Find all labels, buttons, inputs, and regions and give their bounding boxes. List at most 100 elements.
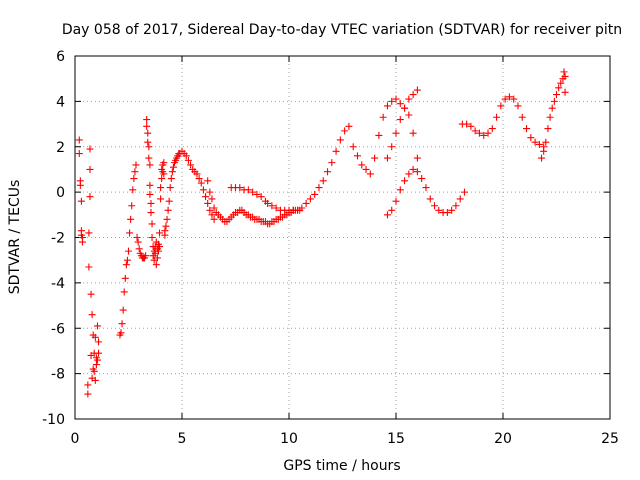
data-point bbox=[91, 376, 99, 384]
x-tick-label: 20 bbox=[494, 431, 512, 447]
data-point bbox=[119, 306, 127, 314]
data-point bbox=[147, 199, 155, 207]
data-point bbox=[484, 129, 492, 137]
data-point bbox=[409, 129, 417, 137]
data-point bbox=[557, 79, 565, 87]
data-point bbox=[129, 186, 137, 194]
data-point bbox=[480, 131, 488, 139]
data-point bbox=[379, 113, 387, 121]
data-point bbox=[375, 131, 383, 139]
data-point bbox=[165, 197, 173, 205]
data-point bbox=[75, 136, 83, 144]
data-point bbox=[236, 184, 244, 192]
data-point bbox=[204, 177, 212, 185]
data-point bbox=[401, 177, 409, 185]
data-point bbox=[467, 122, 475, 130]
data-point bbox=[95, 349, 103, 357]
data-point bbox=[550, 97, 558, 105]
data-point bbox=[163, 215, 171, 223]
data-point bbox=[546, 113, 554, 121]
data-point bbox=[210, 204, 218, 212]
x-tick-labels: 0 5 10 15 20 25 bbox=[71, 431, 619, 447]
data-point bbox=[388, 97, 396, 105]
x-tick-label: 5 bbox=[178, 431, 187, 447]
data-point bbox=[86, 165, 94, 173]
y-tick-label: -4 bbox=[51, 276, 65, 292]
data-point bbox=[422, 184, 430, 192]
data-point bbox=[560, 68, 568, 76]
data-point bbox=[514, 102, 522, 110]
data-point bbox=[538, 154, 546, 162]
data-point bbox=[93, 322, 101, 330]
data-point bbox=[272, 204, 280, 212]
data-point bbox=[561, 88, 569, 96]
data-point bbox=[383, 211, 391, 219]
data-point bbox=[341, 127, 349, 135]
data-point bbox=[118, 320, 126, 328]
y-tick-label: 4 bbox=[56, 94, 65, 110]
data-point bbox=[392, 95, 400, 103]
data-point bbox=[154, 247, 162, 255]
x-tick-label: 0 bbox=[71, 431, 80, 447]
data-point bbox=[122, 261, 130, 269]
data-point bbox=[488, 125, 496, 133]
data-point bbox=[319, 177, 327, 185]
data-point bbox=[160, 159, 168, 167]
data-point bbox=[460, 188, 468, 196]
y-axis-label: SDTVAR / TECUs bbox=[7, 180, 23, 295]
data-point bbox=[208, 211, 216, 219]
data-point bbox=[324, 168, 332, 176]
data-point bbox=[168, 168, 176, 176]
data-point bbox=[143, 122, 151, 130]
data-point bbox=[253, 190, 261, 198]
data-point bbox=[143, 116, 151, 124]
data-point bbox=[84, 390, 92, 398]
data-point bbox=[91, 333, 99, 341]
data-point bbox=[328, 159, 336, 167]
data-point bbox=[156, 243, 164, 251]
data-point bbox=[133, 234, 141, 241]
data-point bbox=[78, 238, 86, 246]
data-point bbox=[418, 175, 426, 183]
data-point bbox=[121, 274, 129, 282]
y-tick-label: 2 bbox=[56, 140, 65, 156]
data-point bbox=[523, 125, 531, 133]
data-point bbox=[146, 190, 154, 198]
data-point bbox=[548, 104, 556, 112]
data-point bbox=[294, 206, 302, 214]
data-point bbox=[169, 163, 177, 171]
data-point bbox=[142, 252, 150, 260]
data-point bbox=[542, 138, 550, 146]
data-point bbox=[208, 195, 216, 203]
data-point bbox=[95, 338, 103, 346]
data-point bbox=[413, 154, 421, 162]
data-point bbox=[204, 199, 212, 207]
data-point bbox=[195, 175, 203, 183]
data-point bbox=[148, 234, 156, 241]
y-tick-label: -2 bbox=[51, 231, 65, 247]
data-point bbox=[244, 186, 252, 194]
data-point bbox=[85, 263, 93, 271]
data-point bbox=[553, 91, 560, 99]
data-point bbox=[210, 215, 218, 223]
data-point bbox=[471, 127, 479, 135]
data-point bbox=[311, 190, 319, 198]
data-point bbox=[127, 215, 135, 223]
data-point bbox=[463, 120, 471, 128]
data-point bbox=[120, 288, 128, 296]
data-point bbox=[401, 104, 409, 112]
x-tick-label: 25 bbox=[601, 431, 619, 447]
data-point bbox=[197, 179, 205, 187]
data-point bbox=[396, 116, 404, 124]
data-point bbox=[392, 129, 400, 137]
y-tick-label: 6 bbox=[56, 49, 65, 65]
data-point bbox=[405, 170, 413, 178]
data-point bbox=[405, 111, 413, 119]
data-point bbox=[206, 188, 214, 196]
data-point bbox=[126, 229, 134, 237]
data-point bbox=[409, 91, 417, 99]
data-point bbox=[431, 202, 439, 210]
data-point bbox=[413, 168, 421, 176]
chart-title: Day 058 of 2017, Sidereal Day-to-day VTE… bbox=[62, 22, 622, 38]
